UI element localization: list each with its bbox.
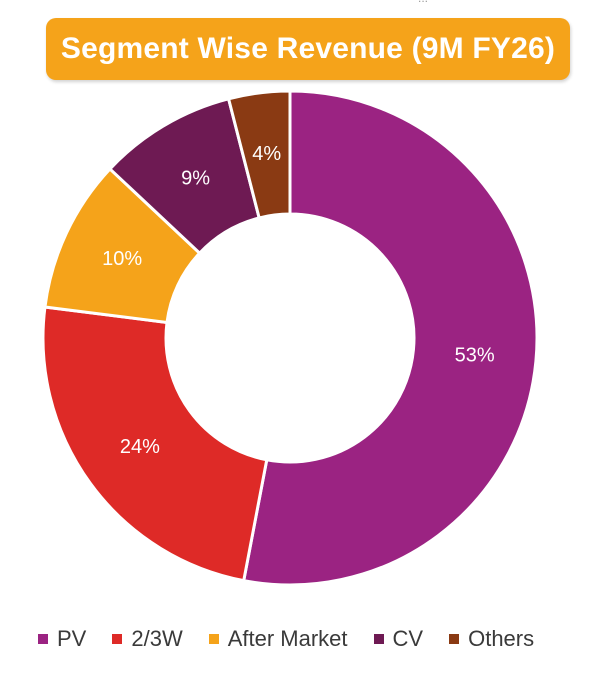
donut-slices xyxy=(41,89,539,587)
legend-label-after-market: After Market xyxy=(227,626,348,651)
cropped-header-text: ... xyxy=(418,0,428,5)
data-label-after-market: 10% xyxy=(102,248,142,270)
legend-swatch-2-3w xyxy=(112,634,123,644)
legend-swatch-pv xyxy=(38,634,48,644)
slice-pv xyxy=(241,89,539,587)
legend-item-pv: PV xyxy=(38,626,86,652)
legend-label-cv: CV xyxy=(392,626,424,651)
legend-label-others: Others xyxy=(468,626,535,651)
legend-item-after-market: After Market xyxy=(208,626,348,652)
legend-item-cv: CV xyxy=(373,626,424,652)
legend-swatch-cv xyxy=(373,634,384,644)
legend-swatch-after-market xyxy=(208,634,219,644)
slice-2-3w xyxy=(41,305,269,583)
chart-legend: PV 2/3W After Market CV Others xyxy=(38,626,534,652)
legend-swatch-others xyxy=(449,634,460,644)
legend-item-2-3w: 2/3W xyxy=(112,626,183,652)
data-label-cv: 9% xyxy=(181,167,210,189)
data-label-pv: 53% xyxy=(455,344,495,366)
slice-others xyxy=(226,89,292,220)
legend-item-others: Others xyxy=(449,626,534,652)
donut-labels: 53% 24% 10% 9% 4% xyxy=(102,143,495,458)
data-label-2-3w: 24% xyxy=(120,436,160,458)
data-label-others: 4% xyxy=(252,143,281,165)
chart-title-banner: Segment Wise Revenue (9M FY26) xyxy=(46,18,570,80)
legend-label-pv: PV xyxy=(57,626,87,651)
chart-title: Segment Wise Revenue (9M FY26) xyxy=(60,32,556,65)
legend-label-2-3w: 2/3W xyxy=(131,626,183,651)
